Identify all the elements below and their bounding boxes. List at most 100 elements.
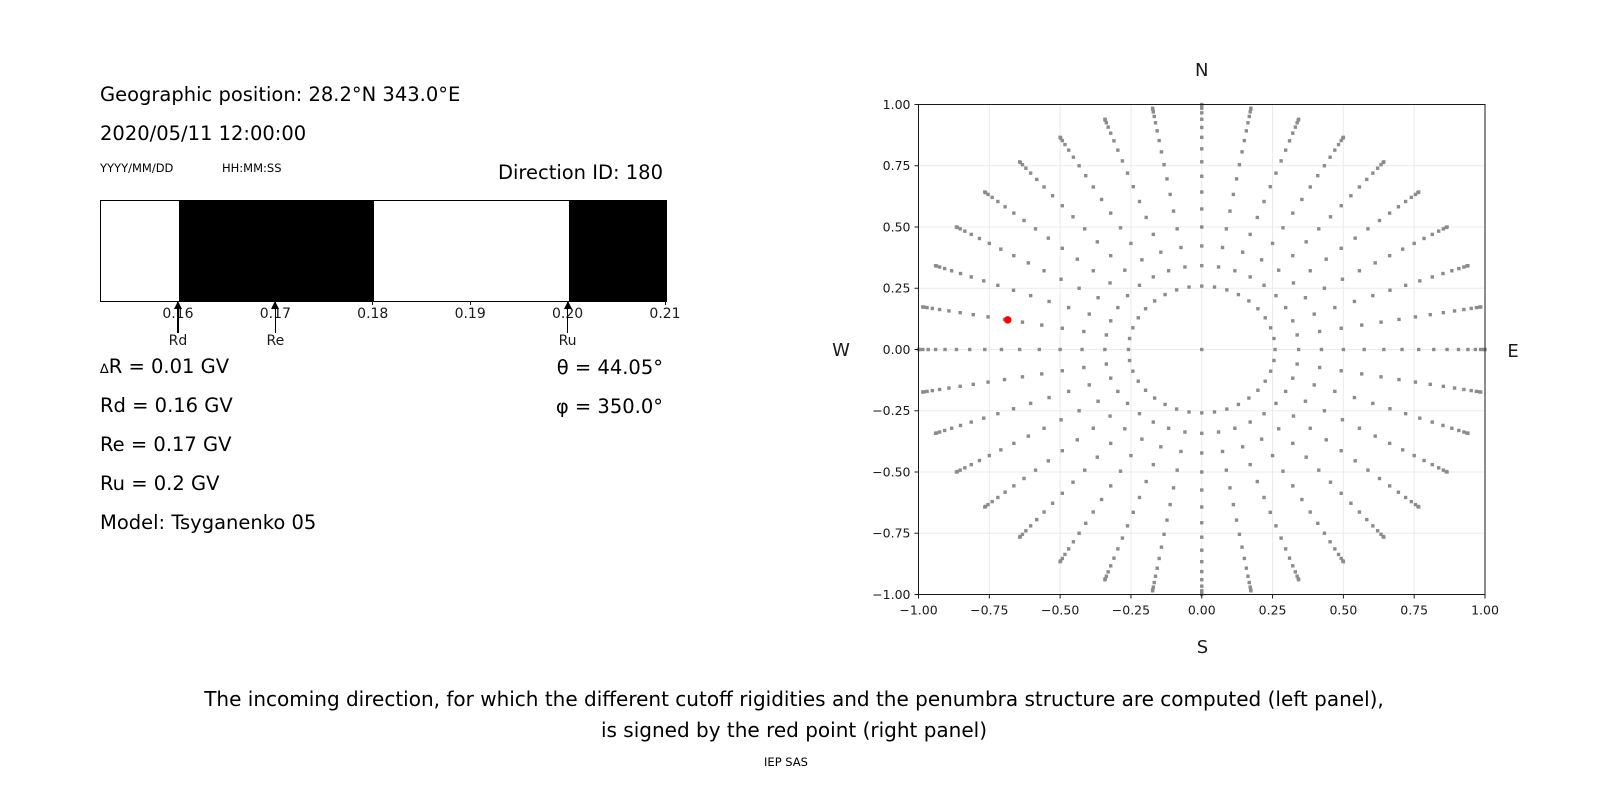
direction-dot xyxy=(1397,317,1401,322)
direction-dot xyxy=(1473,347,1478,352)
direction-dot xyxy=(1333,148,1337,152)
direction-dot xyxy=(925,389,929,394)
direction-dot xyxy=(1104,333,1109,337)
direction-dot xyxy=(958,227,962,231)
direction-dot xyxy=(1060,491,1064,495)
direction-dot xyxy=(982,279,986,283)
direction-dot xyxy=(942,266,947,271)
direction-dot xyxy=(1033,227,1038,231)
direction-dot xyxy=(1387,484,1392,488)
x-tick-label: −0.75 xyxy=(970,603,1008,618)
direction-dot xyxy=(1017,347,1022,352)
direction-dot xyxy=(958,468,962,472)
rigidity-arrow-shaft xyxy=(566,308,569,333)
direction-dot xyxy=(1272,358,1276,363)
direction-dot xyxy=(1317,468,1321,472)
direction-dot xyxy=(1333,547,1337,551)
direction-dot xyxy=(1150,589,1155,593)
direction-dot xyxy=(1157,556,1161,561)
y-tick-label: −0.50 xyxy=(872,464,910,479)
direction-dot xyxy=(1466,264,1470,268)
direction-dot xyxy=(1152,114,1156,119)
direction-dot xyxy=(1165,518,1169,522)
direction-dot xyxy=(1403,411,1408,416)
direction-dot xyxy=(1152,299,1157,303)
direction-dot xyxy=(1047,395,1051,400)
direction-dot xyxy=(1075,438,1079,442)
direction-dot xyxy=(1291,131,1295,135)
direction-dot xyxy=(926,347,930,352)
direction-dot xyxy=(1248,585,1252,589)
direction-dot xyxy=(1095,240,1100,244)
direction-dot xyxy=(1295,333,1299,337)
rigidity-arrow-head xyxy=(173,301,182,309)
direction-dot xyxy=(1379,320,1383,324)
direction-dot xyxy=(1127,336,1132,341)
direction-dot xyxy=(1412,453,1416,458)
direction-dot xyxy=(937,265,942,269)
direction-dot xyxy=(969,275,973,279)
direction-dot xyxy=(1002,377,1007,382)
direction-dot xyxy=(1059,277,1063,281)
direction-dot xyxy=(1228,486,1232,490)
direction-dot xyxy=(1087,312,1091,316)
direction-dot xyxy=(1322,286,1327,290)
direction-dot xyxy=(1126,347,1131,352)
direction-dot xyxy=(1120,159,1125,163)
direction-dot xyxy=(954,225,959,229)
rd-value-text: Rd = 0.16 GV xyxy=(100,394,233,417)
x-tick-label: −1.00 xyxy=(899,603,937,618)
direction-dot xyxy=(1082,329,1086,334)
x-tick-label: 0.00 xyxy=(1188,603,1216,618)
direction-dot xyxy=(1242,556,1247,561)
direction-dot xyxy=(1020,532,1025,537)
direction-dot xyxy=(1153,121,1158,125)
direction-dot xyxy=(1159,250,1163,254)
direction-dot xyxy=(1308,510,1312,514)
direction-dot xyxy=(1216,265,1221,269)
direction-dot xyxy=(1109,253,1113,258)
direction-dot xyxy=(1058,559,1062,564)
direction-dot xyxy=(1168,502,1172,507)
direction-dot xyxy=(1174,407,1179,411)
direction-dot xyxy=(1058,135,1062,140)
direction-dot xyxy=(1274,401,1278,406)
direction-dot xyxy=(1293,125,1298,129)
direction-dot xyxy=(1143,388,1148,392)
direction-dot xyxy=(1129,241,1133,246)
direction-dot xyxy=(1259,437,1264,441)
direction-dot xyxy=(1063,552,1067,557)
direction-dot xyxy=(1091,510,1095,514)
direction-dot xyxy=(1272,336,1276,341)
direction-dot xyxy=(1396,205,1401,209)
direction-dot xyxy=(1104,574,1109,578)
direction-dot xyxy=(1339,449,1343,453)
caption-line-1: The incoming direction, for which the di… xyxy=(204,687,1384,711)
direction-dot xyxy=(1095,455,1100,459)
direction-dot xyxy=(1103,117,1107,121)
direction-dot xyxy=(1291,281,1296,285)
direction-dot xyxy=(1047,299,1051,304)
direction-dot xyxy=(1450,426,1454,430)
rigidity-arrow-head xyxy=(271,301,280,309)
direction-dot xyxy=(1131,326,1135,330)
direction-dot xyxy=(1256,388,1260,392)
direction-dot xyxy=(1430,232,1434,237)
direction-dot xyxy=(1283,305,1288,310)
model-text: Model: Tsyganenko 05 xyxy=(100,511,317,534)
direction-dot xyxy=(1118,469,1123,473)
direction-dot xyxy=(1212,285,1217,289)
direction-dot xyxy=(1377,218,1382,223)
direction-dot xyxy=(986,315,990,319)
direction-dot xyxy=(1033,468,1038,472)
direction-dot xyxy=(1371,171,1375,175)
direction-dot xyxy=(1397,377,1401,382)
direction-dot xyxy=(1112,556,1116,560)
direction-dot xyxy=(933,264,938,268)
direction-dot xyxy=(1317,329,1322,334)
direction-dot xyxy=(1283,148,1288,152)
direction-dot xyxy=(1375,166,1380,170)
direction-dot xyxy=(1151,585,1156,589)
direction-dot xyxy=(921,305,925,309)
x-tick-label: 0.50 xyxy=(1329,603,1357,618)
